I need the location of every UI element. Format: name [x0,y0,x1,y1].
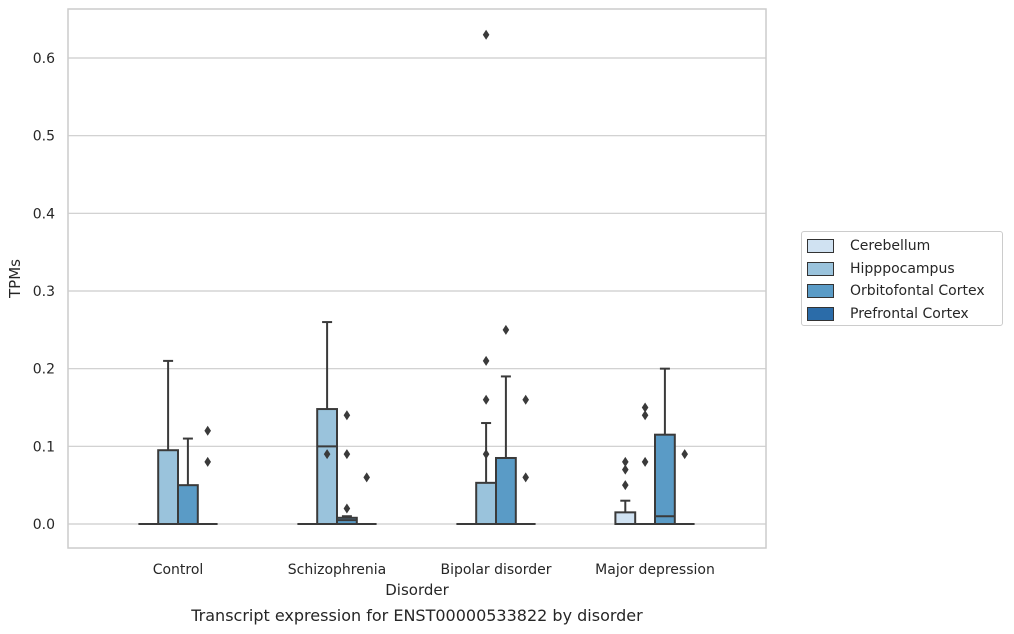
outlier-point [482,29,490,40]
box-body [316,408,339,526]
legend: Cerebellum Hipppocampus Orbitofontal Corte… [801,231,1003,326]
x-axis-label: Disorder [385,581,449,599]
box-body [177,484,199,525]
x-tick-label: Bipolar disorder [440,562,551,578]
box-2-0 [177,437,199,525]
box-body [157,449,179,526]
outlier-point [522,394,529,405]
legend-label: Cerebellum [850,238,931,255]
y-tick-label: 0.2 [33,362,55,378]
box-1-3 [635,402,655,525]
box-1-2 [475,29,498,526]
outlier-point [641,402,649,413]
box-1-1 [316,321,339,526]
y-tick-label: 0.4 [33,206,55,222]
legend-label: Orbitofontal Cortex [850,283,985,300]
box-2-1 [336,410,358,526]
y-tick-labels: 0.0 0.1 0.2 0.3 0.4 0.5 0.6 [33,51,55,533]
outlier-point [641,410,649,421]
outlier-point [622,464,629,475]
outlier-point [622,480,629,491]
box-body [495,456,517,526]
box-3-0 [197,425,218,525]
outlier-point [343,410,351,421]
chart-caption: Transcript expression for ENST0000053382… [191,606,643,625]
box-layer [138,29,695,526]
outlier-point [622,456,629,467]
box-body [614,511,637,525]
y-tick-label: 0.0 [33,517,55,533]
outlier-point [482,449,490,460]
outlier-point [343,503,351,514]
x-tick-labels: Control Schizophrenia Bipolar disorder Majo… [153,562,715,578]
outlier-point [681,449,688,460]
x-tick-label: Schizophrenia [288,562,386,578]
box-3-1 [356,472,377,525]
box-2-2 [495,324,517,526]
box-body [475,481,498,526]
outlier-point [502,324,510,335]
outlier-point [323,449,331,460]
outlier-point [363,472,370,483]
legend-item: Prefrontal Cortex [802,303,1002,326]
box-1-0 [157,359,179,526]
outlier-point [641,456,649,467]
outlier-point [343,449,351,460]
outlier-point [204,456,211,467]
x-tick-label: Control [153,562,204,578]
outlier-point [482,394,490,405]
y-tick-label: 0.1 [33,439,55,455]
y-tick-label: 0.6 [33,51,55,67]
legend-label: Prefrontal Cortex [850,305,969,322]
legend-swatch [807,306,834,321]
outlier-point [204,425,211,436]
legend-swatch [807,261,834,276]
legend-item: Hipppocampus [802,258,1002,281]
box-body [654,433,676,525]
box-2-3 [654,367,676,525]
legend-swatch [807,284,834,299]
outlier-point [522,472,529,483]
y-axis-label: TPMs [6,259,24,299]
box-3-3 [674,449,695,525]
legend-item: Orbitofontal Cortex [802,280,1002,303]
x-tick-label: Major depression [595,562,715,578]
outlier-point [482,355,490,366]
box-3-2 [515,394,536,525]
box-0-3 [614,456,637,525]
legend-swatch [807,239,834,254]
legend-label: Hipppocampus [850,260,955,277]
y-tick-label: 0.3 [33,284,55,300]
plot-frame [67,8,767,549]
legend-item: Cerebellum [802,235,1002,258]
y-tick-label: 0.5 [33,129,55,145]
grid-lines [68,57,766,525]
